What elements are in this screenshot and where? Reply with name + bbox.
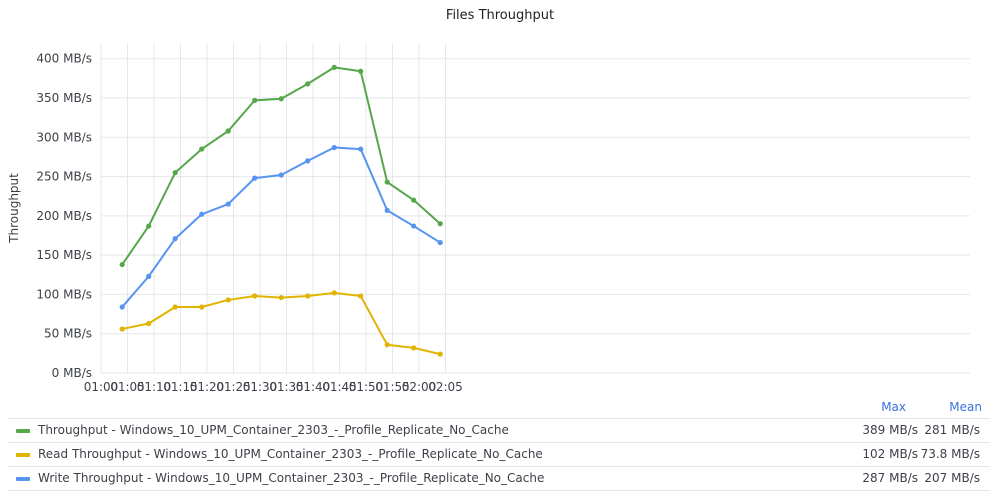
x-tick-label: 01:15 [163, 380, 198, 394]
axes: 0 MB/s 50 MB/s 100 MB/s 150 MB/s 200 MB/s 250… [7, 52, 463, 394]
data-point [278, 294, 284, 301]
data-point [199, 211, 205, 217]
data-point [119, 326, 125, 332]
legend-mean-value: 73.8 MB/s [920, 447, 980, 461]
data-point [358, 293, 364, 299]
data-point [331, 290, 337, 296]
data-point [252, 97, 258, 103]
x-tick-label: 01:45 [322, 380, 357, 394]
line-chart: 0 MB/s 50 MB/s 100 MB/s 150 MB/s 200 MB/s 250… [7, 43, 970, 394]
legend-header: Max Mean [8, 396, 990, 418]
data-point [411, 345, 417, 351]
y-tick-label: 150 MB/s [36, 248, 92, 262]
legend-swatch [16, 453, 30, 457]
data-point [172, 236, 178, 242]
data-point [146, 273, 152, 279]
x-tick-label: 01:20 [190, 380, 225, 394]
data-point [119, 304, 125, 310]
legend-label: Throughput - Windows_10_UPM_Container_23… [38, 423, 509, 437]
y-tick-label: 50 MB/s [44, 327, 92, 341]
legend-swatch [16, 429, 30, 433]
data-point [305, 158, 311, 164]
y-tick-label: 250 MB/s [36, 170, 92, 184]
data-point [199, 146, 205, 152]
legend-swatch [16, 477, 30, 481]
data-point [411, 223, 417, 229]
series [119, 64, 443, 357]
legend-label: Read Throughput - Windows_10_UPM_Contain… [38, 447, 543, 461]
data-point [225, 297, 231, 303]
x-tick-label: 01:05 [110, 380, 145, 394]
data-point [172, 170, 178, 176]
x-tick-label: 01:55 [375, 380, 410, 394]
legend-item-throughput[interactable]: Throughput - Windows_10_UPM_Container_23… [8, 418, 990, 442]
data-point [305, 81, 311, 87]
y-tick-label: 400 MB/s [36, 52, 92, 66]
data-point [225, 201, 231, 207]
data-point [384, 207, 390, 213]
legend-mean-value: 207 MB/s [924, 471, 980, 485]
x-tick-label: 01:40 [296, 380, 331, 394]
data-point [437, 221, 443, 227]
legend-mean-header[interactable]: Mean [949, 400, 982, 414]
data-point [119, 261, 125, 268]
data-point [146, 320, 152, 327]
data-point [384, 342, 390, 348]
x-tick-label: 02:05 [428, 380, 463, 394]
x-tick-label: 01:10 [137, 380, 172, 394]
x-tick-label: 01:35 [269, 380, 304, 394]
x-tick-label: 01:50 [349, 380, 384, 394]
legend-max-value: 389 MB/s [862, 423, 918, 437]
chart-title: Files Throughput [445, 8, 555, 23]
y-axis-label: Throughput [7, 173, 21, 244]
data-point [278, 96, 284, 102]
data-point [358, 146, 364, 152]
data-point [305, 293, 311, 299]
data-point [252, 293, 258, 299]
data-point [172, 304, 178, 310]
y-tick-label: 300 MB/s [36, 130, 92, 144]
data-point [358, 68, 364, 74]
data-point [199, 304, 205, 310]
legend-item-read-throughput[interactable]: Read Throughput - Windows_10_UPM_Contain… [8, 442, 990, 466]
data-point [384, 179, 390, 185]
data-point [225, 128, 231, 134]
legend-mean-value: 281 MB/s [924, 423, 980, 437]
data-point [437, 239, 443, 246]
legend-label: Write Throughput - Windows_10_UPM_Contai… [38, 471, 545, 485]
data-point [252, 175, 258, 181]
data-point [437, 351, 443, 357]
y-tick-label: 350 MB/s [36, 91, 92, 105]
legend-item-write-throughput[interactable]: Write Throughput - Windows_10_UPM_Contai… [8, 466, 990, 491]
x-tick-label: 01:25 [216, 380, 251, 394]
data-point [331, 64, 337, 70]
y-tick-label: 100 MB/s [36, 287, 92, 301]
data-point [331, 144, 337, 151]
x-tick-label: 01:30 [243, 380, 278, 394]
y-tick-label: 200 MB/s [36, 209, 92, 223]
legend-max-value: 287 MB/s [862, 471, 918, 485]
grid [100, 43, 970, 374]
x-tick-label: 01:00 [84, 380, 119, 394]
x-tick-label: 02:00 [402, 380, 437, 394]
data-point [146, 223, 152, 229]
data-point [278, 172, 284, 178]
legend: Max Mean Throughput - Windows_10_UPM_Con… [8, 396, 990, 491]
legend-max-header[interactable]: Max [881, 400, 906, 414]
data-point [411, 197, 417, 203]
y-tick-label: 0 MB/s [52, 366, 92, 380]
legend-max-value: 102 MB/s [862, 447, 918, 461]
